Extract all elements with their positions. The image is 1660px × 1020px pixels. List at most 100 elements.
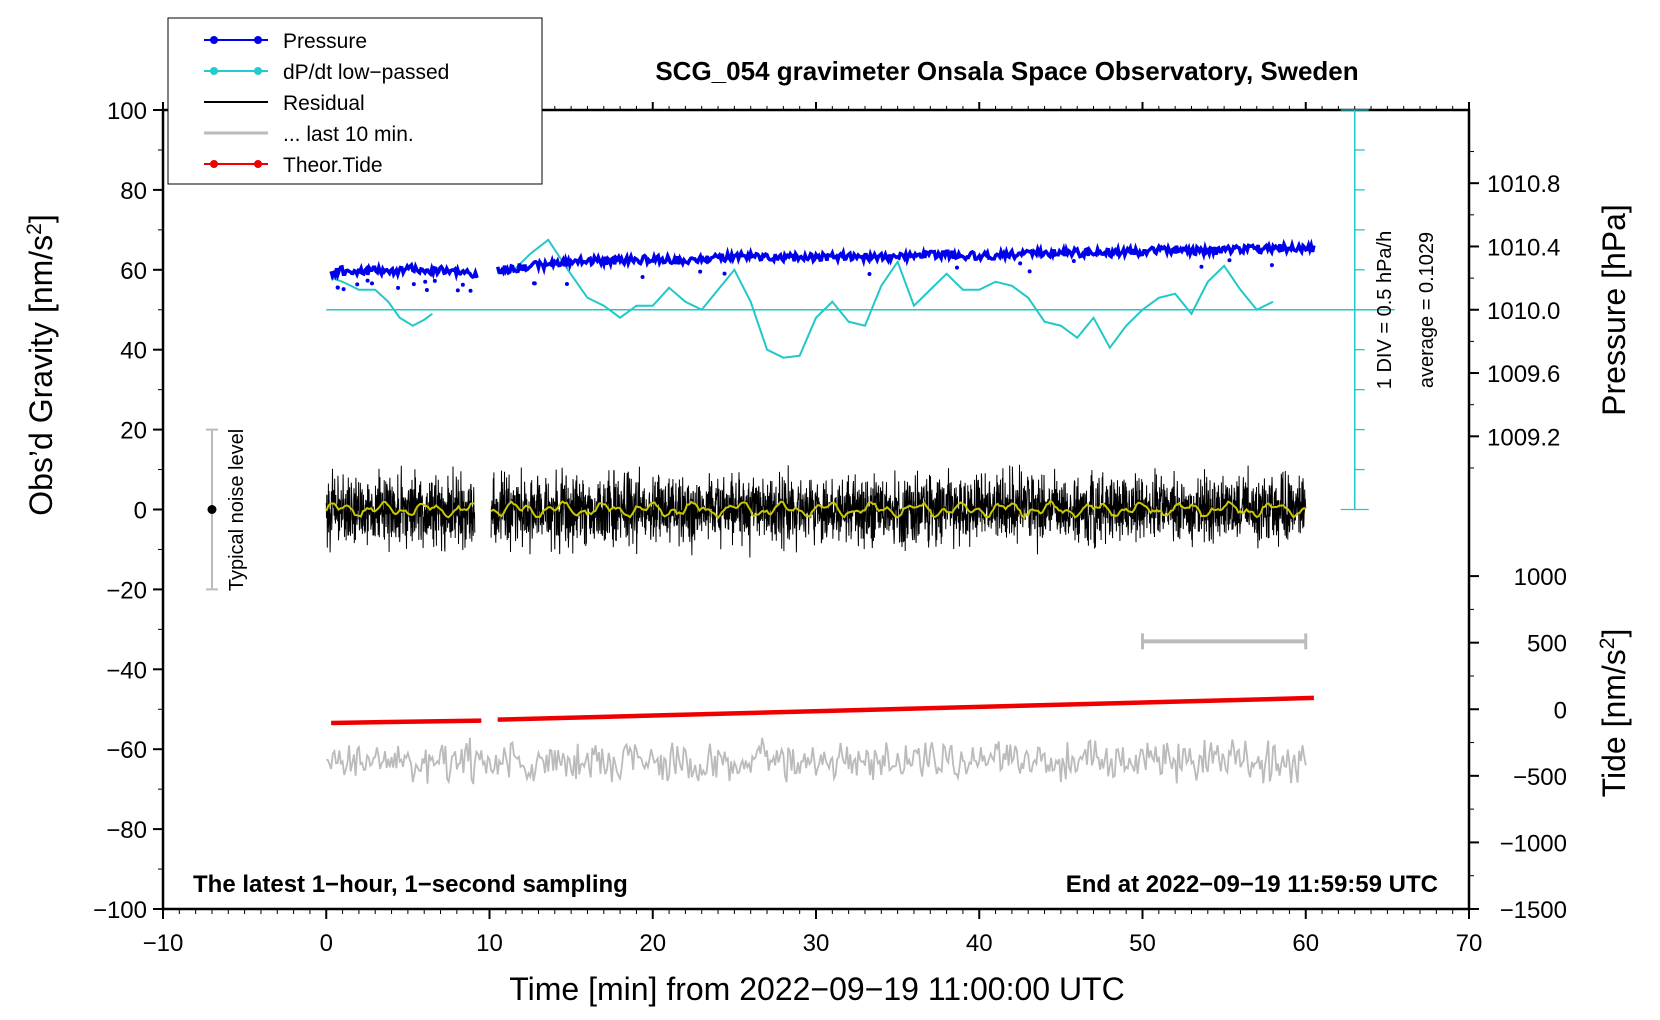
series-pressure-point xyxy=(369,281,374,286)
y-tick-label: 20 xyxy=(120,418,147,445)
x-tick-label: 10 xyxy=(476,930,503,957)
series-pressure-point xyxy=(1269,263,1274,268)
noise-level-label: Typical noise level xyxy=(226,429,248,591)
series-residual-line xyxy=(325,465,476,553)
y-tick-label: −60 xyxy=(106,737,147,764)
series-residual-smooth-line xyxy=(325,500,475,519)
pressure-tick-label: 1010.8 xyxy=(1487,171,1560,198)
series-pressure-point xyxy=(424,288,429,293)
legend-label: Pressure xyxy=(283,30,367,53)
legend: Pressure dP/dt low−passed Residual ... last… xyxy=(167,17,543,185)
x-tick-label: 30 xyxy=(803,930,830,957)
y-axis-left-title-text: Obs’d Gravity [nm/s xyxy=(23,235,59,516)
x-tick-label: 40 xyxy=(966,930,993,957)
dpdt-average-label: average = 0.1029 xyxy=(1416,232,1438,388)
tide-tick-label: −500 xyxy=(1513,764,1567,791)
x-axis: −10 0 10 20 30 40 50 60 70 xyxy=(143,102,1483,957)
y-tick-label: −100 xyxy=(93,897,147,924)
pressure-tick-label: 1010.0 xyxy=(1487,298,1560,325)
series-pressure-point xyxy=(355,282,360,287)
series-pressure-point xyxy=(698,269,703,274)
y-tick-label: 40 xyxy=(120,338,147,365)
y-tick-label: 100 xyxy=(107,98,147,125)
y-tick-label: −40 xyxy=(106,657,147,684)
legend-marker xyxy=(254,160,262,168)
series-residual-line xyxy=(490,464,1307,558)
series-pressure-point xyxy=(341,287,346,292)
y-axis-tide-title-close: ] xyxy=(1596,629,1632,638)
series-dpdt-line xyxy=(330,276,433,327)
y-tick-label: −20 xyxy=(106,577,147,604)
series-pressure-point xyxy=(411,282,416,287)
series-last10-line xyxy=(325,737,1307,785)
series-layer xyxy=(325,109,1395,785)
series-pressure-point xyxy=(468,288,473,293)
y-axis-left: −100 −80 −60 −40 −20 0 20 40 60 80 100 xyxy=(93,98,163,924)
dpdt-scale-label: 1 DIV = 0.5 hPa/h xyxy=(1374,231,1396,389)
x-tick-label: 70 xyxy=(1456,930,1483,957)
y-axis-left-title-close: ] xyxy=(23,214,59,223)
series-pressure-point xyxy=(640,274,645,279)
series-pressure-point xyxy=(455,288,460,293)
y-axis-tide: −1500 −1000 −500 0 500 1000 xyxy=(1469,564,1567,924)
note-end-time: End at 2022−09−19 11:59:59 UTC xyxy=(1066,871,1438,898)
legend-marker xyxy=(210,36,218,44)
x-tick-label: 20 xyxy=(639,930,666,957)
legend-marker xyxy=(254,67,262,75)
series-dpdt-line xyxy=(497,238,1274,359)
y-axis-tide-title-sup: 2 xyxy=(1596,638,1619,650)
legend-marker xyxy=(254,36,262,44)
y-axis-tide-title: Tide [nm/s2] xyxy=(1596,629,1633,798)
y-axis-tide-title-text: Tide [nm/s xyxy=(1596,649,1632,797)
legend-label: dP/dt low−passed xyxy=(283,61,449,84)
note-sampling: The latest 1−hour, 1−second sampling xyxy=(193,871,628,898)
x-tick-label: 60 xyxy=(1292,930,1319,957)
x-axis-title: Time [min] from 2022−09−19 11:00:00 UTC xyxy=(509,971,1124,1007)
pressure-tick-label: 1009.6 xyxy=(1487,361,1560,388)
series-pressure-point xyxy=(1027,269,1032,274)
series-pressure-point xyxy=(365,278,370,283)
tide-tick-label: −1500 xyxy=(1500,897,1567,924)
pressure-tick-label: 1009.2 xyxy=(1487,424,1560,451)
series-pressure-point xyxy=(564,281,569,286)
series-pressure-point xyxy=(1071,258,1076,263)
series-pressure-point xyxy=(954,265,959,270)
chart-title: SCG_054 gravimeter Onsala Space Observat… xyxy=(655,56,1358,86)
series-tide-line xyxy=(331,718,482,726)
series-pressure-point xyxy=(1018,261,1023,266)
pressure-tick-label: 1010.4 xyxy=(1487,234,1560,261)
tide-tick-label: 1000 xyxy=(1514,564,1567,591)
y-tick-label: −80 xyxy=(106,817,147,844)
y-tick-label: 0 xyxy=(134,498,147,525)
y-axis-pressure: 1009.2 1009.6 1010.0 1010.4 1010.8 xyxy=(1469,151,1560,469)
series-pressure-point xyxy=(532,281,537,286)
series-pressure-line xyxy=(496,238,1316,277)
y-tick-label: 80 xyxy=(120,178,147,205)
x-tick-label: 50 xyxy=(1129,930,1156,957)
series-pressure-point xyxy=(460,282,465,287)
series-pressure-point xyxy=(423,279,428,284)
series-tide-line xyxy=(497,695,1314,722)
tide-tick-label: 500 xyxy=(1527,631,1567,658)
series-pressure-point xyxy=(1227,258,1232,263)
series-residual-smooth-line xyxy=(490,499,1306,520)
series-pressure-point xyxy=(722,271,727,276)
legend-label: Residual xyxy=(283,92,365,115)
tide-tick-label: −1000 xyxy=(1500,830,1567,857)
annotations-layer xyxy=(205,428,1308,650)
legend-label: Theor.Tide xyxy=(283,154,383,177)
series-pressure-point xyxy=(335,285,340,290)
legend-marker xyxy=(210,160,218,168)
y-axis-left-title: Obs’d Gravity [nm/s2] xyxy=(23,214,60,516)
y-axis-pressure-title: Pressure [hPa] xyxy=(1596,204,1632,416)
series-pressure-line xyxy=(329,260,479,282)
y-axis-left-title-sup: 2 xyxy=(23,223,46,235)
series-pressure-point xyxy=(432,278,437,283)
y-tick-label: 60 xyxy=(120,258,147,285)
x-tick-label: −10 xyxy=(143,930,184,957)
noise-bar-center xyxy=(207,505,217,514)
legend-marker xyxy=(210,67,218,75)
tide-tick-label: 0 xyxy=(1554,697,1567,724)
series-pressure-point xyxy=(396,285,401,290)
